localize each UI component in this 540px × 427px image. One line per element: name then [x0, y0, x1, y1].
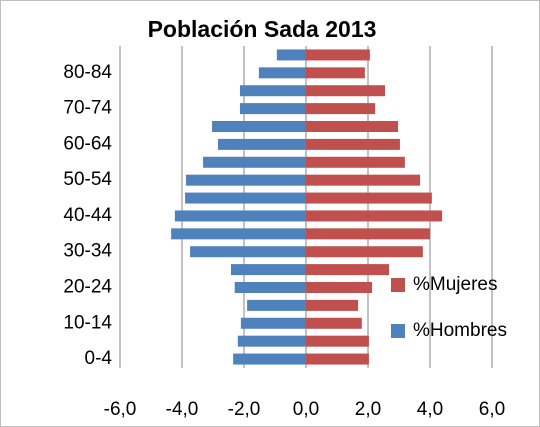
x-tick-label: 4,0: [417, 399, 443, 420]
legend-swatch: [391, 324, 405, 338]
x-tick-label: 0,0: [293, 399, 319, 420]
bar: [203, 156, 306, 168]
x-tick-label: -6,0: [104, 399, 137, 420]
legend-label: %Hombres: [413, 320, 507, 341]
bar: [239, 103, 306, 115]
y-tick-label: 70-74: [63, 98, 112, 119]
bar: [306, 228, 430, 240]
bar: [276, 49, 306, 61]
bar: [233, 353, 306, 365]
bar: [306, 156, 405, 168]
bar: [171, 228, 306, 240]
bar: [217, 138, 306, 150]
y-tick-label: 80-84: [63, 62, 112, 83]
y-tick-label: 0-4: [85, 348, 113, 369]
bar: [306, 353, 369, 365]
bar: [186, 174, 306, 186]
bar: [306, 210, 443, 222]
bar: [306, 103, 376, 115]
bar: [306, 121, 399, 132]
legend-label: %Mujeres: [413, 274, 497, 295]
bar: [306, 192, 432, 204]
bar: [212, 121, 306, 132]
bar: [247, 299, 306, 311]
x-tick-label: -4,0: [166, 399, 199, 420]
bar: [306, 264, 390, 276]
bar: [306, 85, 386, 97]
bar: [306, 317, 362, 329]
x-tick-label: -2,0: [228, 399, 261, 420]
y-tick-label: 30-34: [63, 241, 112, 262]
y-tick-label: 10-14: [63, 312, 112, 333]
x-tick-label: 2,0: [355, 399, 381, 420]
bar: [230, 264, 306, 276]
bar: [306, 174, 421, 186]
bar: [306, 67, 365, 79]
y-tick-label: 40-44: [63, 205, 112, 226]
bar: [240, 317, 306, 329]
bar: [190, 246, 306, 258]
y-tick-label: 20-24: [63, 277, 112, 298]
bar: [306, 138, 400, 150]
bar: [237, 335, 306, 347]
bar: [239, 85, 306, 97]
bar: [306, 282, 373, 293]
chart-title: Población Sada 2013: [148, 16, 377, 42]
bar: [174, 210, 306, 222]
bar: [185, 192, 306, 204]
y-tick-label: 50-54: [63, 169, 112, 190]
legend-swatch: [391, 278, 405, 292]
bar: [306, 299, 359, 311]
bar: [306, 246, 423, 258]
bar: [306, 49, 370, 61]
x-tick-label: 6,0: [479, 399, 505, 420]
bar: [234, 282, 306, 293]
y-tick-label: 60-64: [63, 133, 112, 154]
bar: [306, 335, 369, 347]
bar: [258, 67, 306, 79]
